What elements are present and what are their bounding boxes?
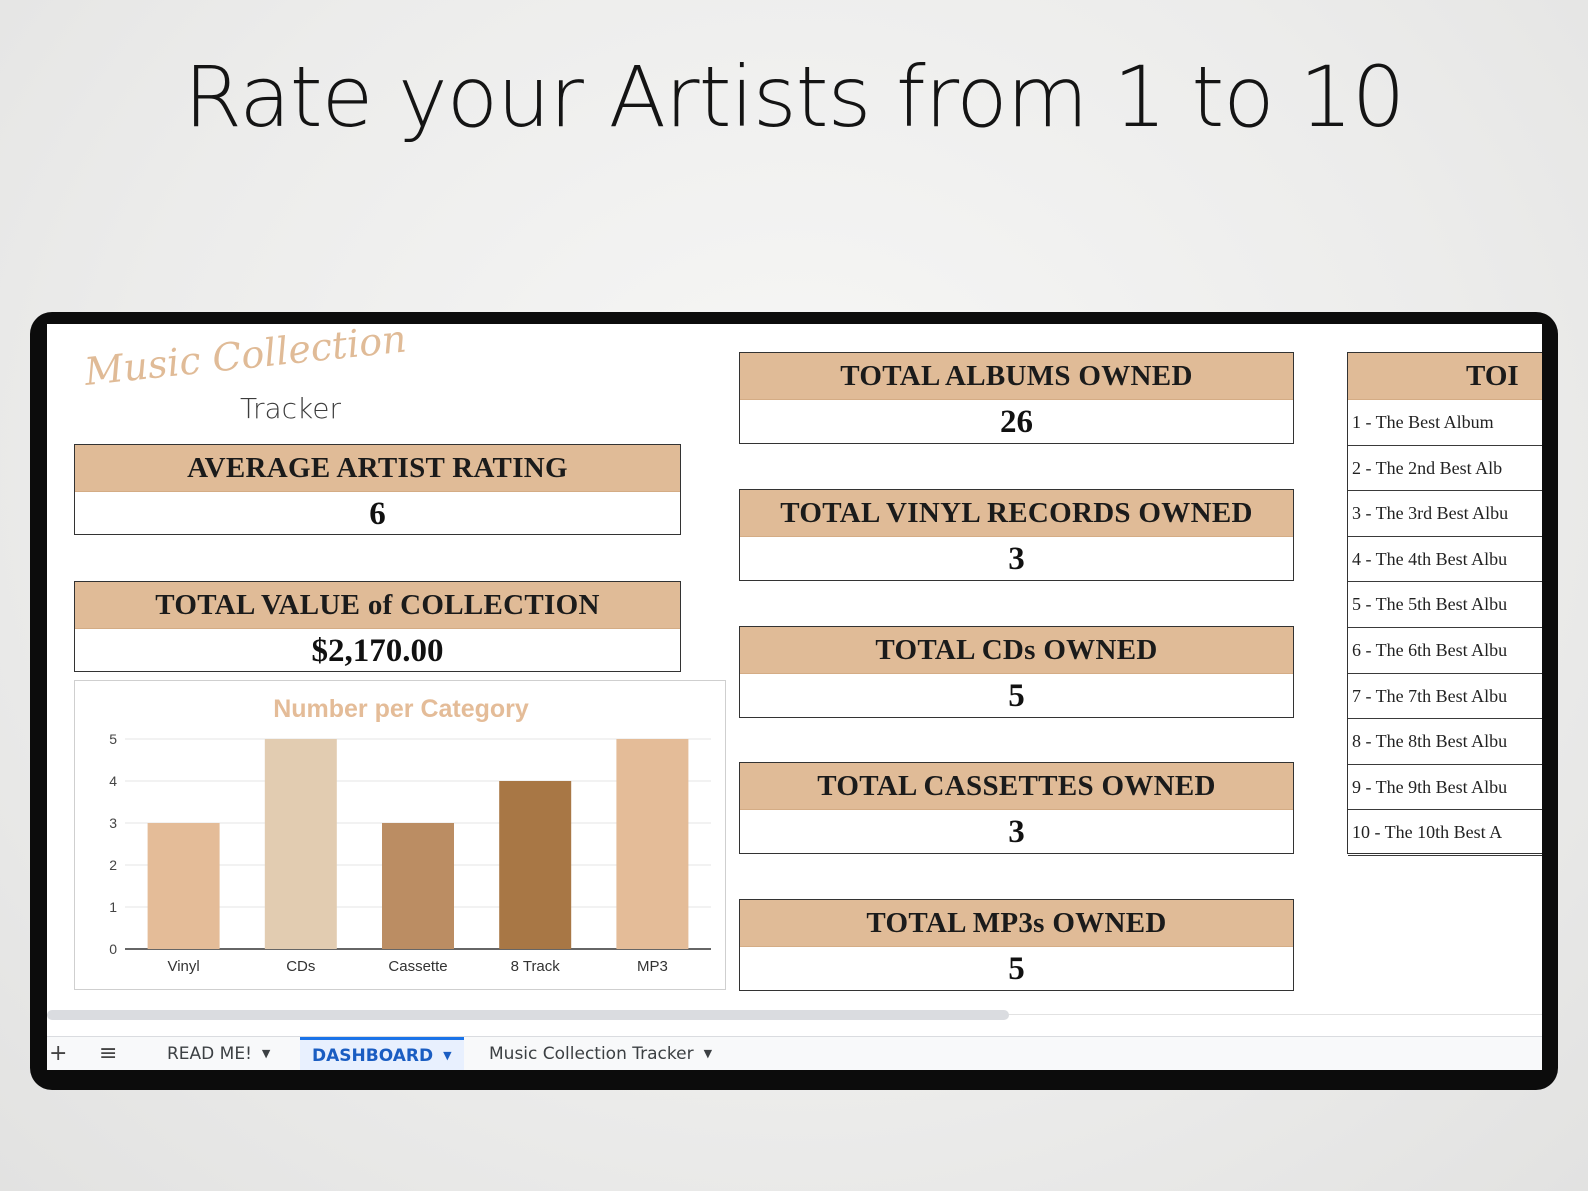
cds-card: TOTAL CDs OWNED 5 [739,626,1294,718]
y-tick-label: 2 [109,857,117,873]
list-item[interactable]: 6 - The 6th Best Albu [1348,628,1542,674]
logo-word: Tracker [240,392,342,425]
tab-dashboard[interactable]: DASHBOARD ▼ [300,1037,464,1070]
logo-script: Music Collection [82,324,409,394]
x-tick-label: 8 Track [511,958,561,975]
list-item[interactable]: 7 - The 7th Best Albu [1348,674,1542,720]
headline: Rate your Artists from 1 to 10 [183,48,1406,146]
list-item[interactable]: 3 - The 3rd Best Albu [1348,491,1542,537]
card-value[interactable]: 3 [1008,541,1025,577]
card-label: AVERAGE ARTIST RATING [75,445,680,492]
list-item[interactable]: 9 - The 9th Best Albu [1348,765,1542,811]
tab-music-collection-tracker[interactable]: Music Collection Tracker ▼ [477,1037,724,1070]
bar [382,823,454,949]
y-tick-label: 4 [109,773,117,789]
horizontal-scrollbar[interactable] [47,1010,1009,1020]
mp3s-card: TOTAL MP3s OWNED 5 [739,899,1294,991]
x-tick-label: MP3 [637,958,668,975]
top10-header: TOI [1348,353,1542,400]
caret-down-icon[interactable]: ▼ [443,1049,452,1062]
y-tick-label: 1 [109,899,117,915]
caret-down-icon[interactable]: ▼ [703,1047,713,1060]
y-tick-label: 3 [109,815,117,831]
category-chart[interactable]: Number per Category 0 1 2 3 4 5 Vinyl CDs Cassett… [74,680,726,990]
caret-down-icon[interactable]: ▼ [261,1047,271,1060]
card-label: TOTAL CASSETTES OWNED [740,763,1293,810]
vinyl-card: TOTAL VINYL RECORDS OWNED 3 [739,489,1294,581]
list-item[interactable]: 4 - The 4th Best Albu [1348,537,1542,583]
all-sheets-menu-icon[interactable]: ≡ [99,1041,118,1066]
bar [147,823,220,949]
cassettes-card: TOTAL CASSETTES OWNED 3 [739,762,1294,854]
device-frame: Music Collection Tracker AVERAGE ARTIST … [30,312,1558,1090]
x-tick-label: Vinyl [167,958,199,975]
tab-label: Music Collection Tracker [489,1044,694,1064]
x-tick-label: Cassette [388,958,447,975]
tab-read-me[interactable]: READ ME! ▼ [155,1037,282,1070]
card-label: TOTAL VINYL RECORDS OWNED [740,490,1293,537]
y-tick-label: 0 [109,941,117,957]
list-item[interactable]: 2 - The 2nd Best Alb [1348,446,1542,492]
card-label: TOTAL CDs OWNED [740,627,1293,674]
avg-rating-card: AVERAGE ARTIST RATING 6 [74,444,681,535]
x-tick-label: CDs [286,958,315,975]
add-sheet-icon[interactable]: + [49,1041,68,1066]
top-10-albums-panel: TOI 1 - The Best Album 2 - The 2nd Best … [1347,352,1542,856]
total-value-card: TOTAL VALUE of COLLECTION $2,170.00 [74,581,681,672]
card-value[interactable]: 26 [1000,404,1033,440]
card-value[interactable]: 3 [1008,814,1025,850]
bar [616,739,689,949]
list-item[interactable]: 10 - The 10th Best A [1348,810,1542,856]
tab-label: READ ME! [167,1044,252,1064]
card-value[interactable]: 5 [1008,678,1025,714]
spreadsheet-screen: Music Collection Tracker AVERAGE ARTIST … [47,324,1542,1070]
tab-label: DASHBOARD [312,1046,434,1066]
chart-title: Number per Category [273,695,529,723]
y-tick-label: 5 [109,731,117,747]
card-label: TOTAL ALBUMS OWNED [740,353,1293,400]
card-value[interactable]: 5 [1008,951,1025,987]
bar-chart-svg: Number per Category 0 1 2 3 4 5 Vinyl CDs Cassett… [109,695,711,975]
card-label: TOTAL VALUE of COLLECTION [75,582,680,629]
card-label: TOTAL MP3s OWNED [740,900,1293,947]
list-item[interactable]: 8 - The 8th Best Albu [1348,719,1542,765]
card-value[interactable]: $2,170.00 [311,633,444,669]
list-item[interactable]: 5 - The 5th Best Albu [1348,582,1542,628]
card-value[interactable]: 6 [369,496,386,532]
albums-card: TOTAL ALBUMS OWNED 26 [739,352,1294,444]
bar [264,739,337,949]
bar [499,781,572,949]
list-item[interactable]: 1 - The Best Album [1348,400,1542,446]
sheet-tab-bar: + ≡ READ ME! ▼ DASHBOARD ▼ Music Collectio… [47,1036,1542,1070]
